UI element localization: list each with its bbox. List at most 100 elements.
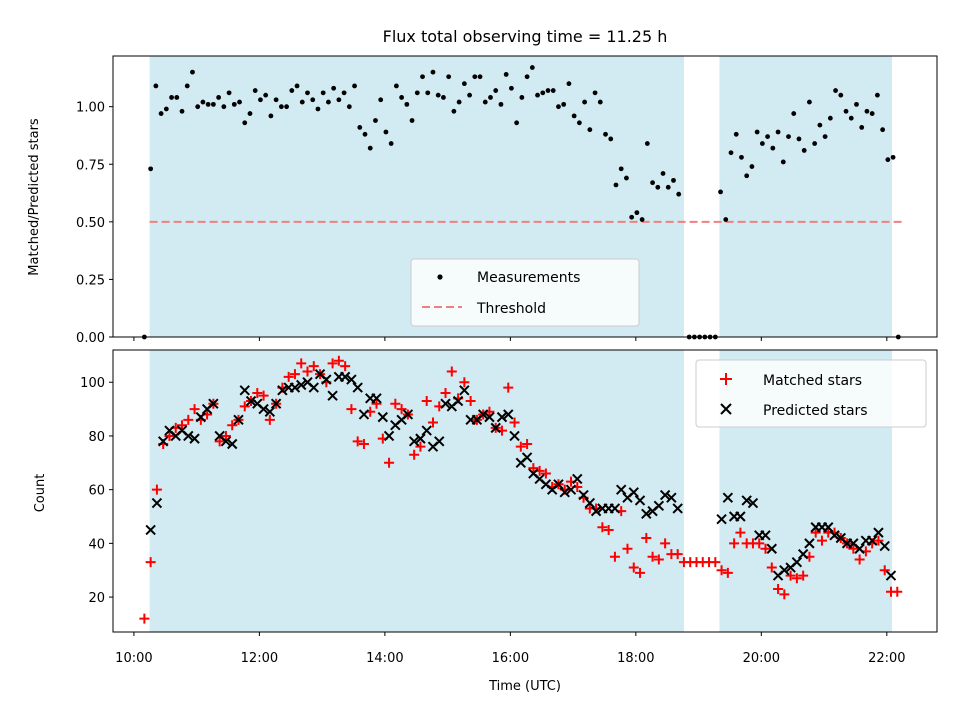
data-point-0-2 [151,484,162,495]
legend-label-measurements: Measurements [477,270,580,286]
x-tick-label-4: 18:00 [617,651,654,666]
data-point-0-7 [179,108,185,114]
data-point-0-24 [289,369,300,380]
data-point-0-20 [247,111,253,116]
data-point-0-10 [195,104,201,110]
data-point-0-94 [729,538,740,549]
data-point-1-28 [321,374,332,385]
data-point-0-109 [718,189,723,195]
data-point-1-18 [258,403,269,415]
data-point-0-73 [524,74,530,80]
top-legend: Measurements Threshold [410,258,640,327]
data-point-0-120 [892,586,903,597]
data-point-0-22 [258,97,263,103]
data-point-0-3 [158,111,164,116]
data-point-0-102 [676,191,682,197]
data-point-0-67 [493,88,499,93]
data-point-1-97 [791,556,803,568]
data-point-0-78 [550,88,556,93]
data-point-1-6 [183,430,194,442]
data-point-1-88 [735,511,746,522]
data-point-0-62 [528,463,539,474]
data-point-0-44 [415,441,426,452]
data-point-0-110 [723,217,729,222]
data-point-0-51 [459,377,470,388]
y-tick-label-0-2: 0.50 [76,216,105,231]
data-point-0-30 [299,99,305,105]
data-point-1-13 [227,438,238,450]
data-point-0-104 [791,573,802,584]
data-point-1-23 [289,382,301,393]
data-point-0-90 [613,182,619,188]
data-point-0-21 [252,88,258,93]
data-point-0-75 [535,92,540,98]
data-point-1-84 [672,503,683,514]
data-point-0-8 [189,404,200,415]
data-point-0-24 [268,113,274,119]
data-point-0-18 [252,387,263,398]
data-point-0-19 [242,120,248,126]
data-point-1-15 [239,385,250,396]
data-point-1-43 [415,433,426,444]
data-point-0-123 [791,111,797,116]
top-panel: 0.00 0.25 0.50 0.75 1.00 [76,55,938,346]
data-point-1-75 [615,484,627,495]
data-point-0-139 [874,92,880,98]
data-point-0-98 [655,184,661,190]
data-point-0-71 [514,120,520,126]
data-point-0-131 [833,88,838,93]
data-point-1-111 [879,540,890,552]
data-point-0-19 [258,390,269,401]
top-y-axis-label: Matched/Predicted stars [27,118,42,276]
data-point-0-98 [754,538,765,549]
data-point-0-99 [660,171,666,176]
data-point-0-37 [371,398,382,409]
data-point-0-83 [576,120,582,126]
data-point-0-45 [378,97,384,103]
data-point-1-98 [797,548,809,560]
data-point-1-86 [722,492,734,503]
data-point-0-54 [425,90,431,96]
data-point-0-129 [822,134,828,140]
data-point-0-86 [592,90,598,96]
y-tick-label-1-2: 60 [88,484,105,499]
data-point-0-103 [785,570,796,581]
data-point-1-103 [829,530,840,541]
data-point-1-37 [377,411,388,423]
data-point-0-142 [890,154,896,160]
data-point-1-93 [766,543,777,554]
data-point-0-95 [735,527,746,538]
data-point-0-80 [641,533,652,543]
x-tick-label-3: 16:00 [492,651,529,666]
data-point-1-53 [477,409,489,420]
data-point-0-32 [340,361,351,372]
data-point-1-20 [270,398,282,409]
legend-label-matched: Matched stars [763,373,862,389]
data-point-0-33 [315,106,321,112]
data-point-0-113 [848,543,859,554]
data-point-0-43 [367,145,373,151]
data-point-0-4 [164,430,175,441]
axes-frame-0 [112,55,938,338]
data-point-1-109 [866,535,878,546]
data-point-0-26 [278,104,284,110]
data-point-1-47 [440,398,451,409]
data-point-0-121 [780,159,786,165]
data-point-0-60 [515,441,526,452]
data-point-0-128 [817,122,823,128]
y-tick-label-1-4: 100 [80,376,105,391]
data-point-0-13 [220,430,231,441]
data-point-0-63 [472,74,478,80]
data-point-1-55 [490,422,501,434]
data-point-0-7 [183,414,194,425]
data-point-1-95 [779,565,790,576]
data-point-1-57 [503,409,514,420]
data-point-0-69 [503,72,509,77]
data-point-0-16 [226,90,232,96]
x-tick-label-1: 12:00 [241,651,278,666]
data-point-1-19 [264,406,276,417]
data-point-0-79 [635,567,646,578]
data-point-0-132 [838,92,844,98]
